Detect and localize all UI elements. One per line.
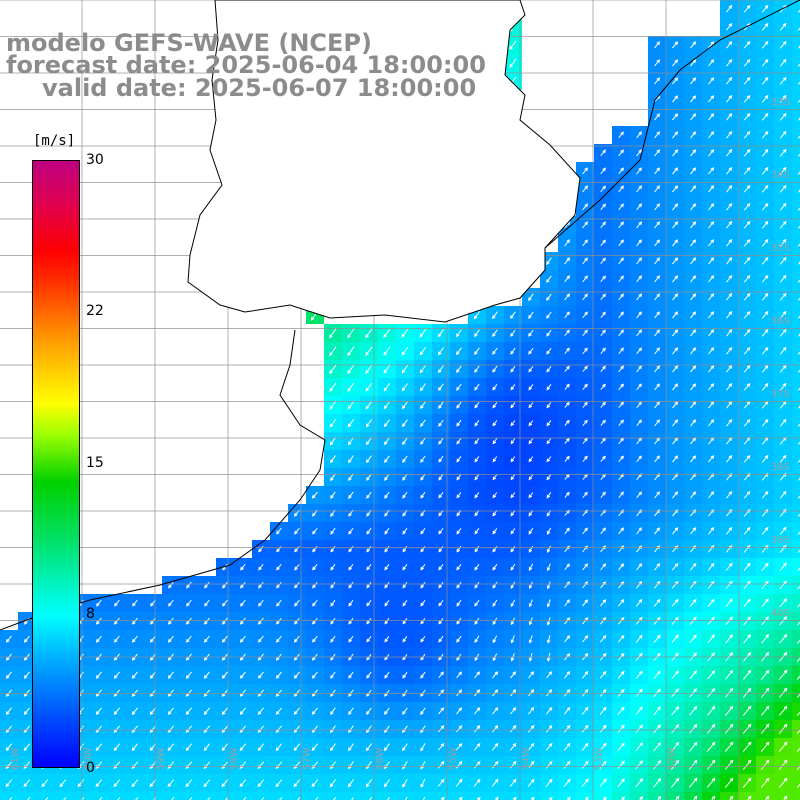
- colorbar-tick-8: 8: [86, 606, 95, 622]
- latitude-label: 36S: [771, 316, 790, 327]
- latitude-label: 35S: [771, 243, 790, 254]
- longitude-label: 53W: [594, 747, 605, 770]
- longitude-label: 56W: [375, 747, 386, 770]
- longitude-label: 52W: [667, 747, 678, 770]
- valid-date: valid date: 2025-06-07 18:00:00: [42, 74, 477, 102]
- colorbar-tick-15: 15: [86, 455, 104, 471]
- latitude-label: 34S: [771, 170, 790, 181]
- colorbar-tick-30: 30: [86, 152, 104, 168]
- latitude-label: 38S: [771, 462, 790, 473]
- colorbar-unit: [m/s]: [33, 133, 76, 149]
- colorbar: [32, 160, 80, 768]
- coastline-east: [544, 0, 800, 249]
- latitude-label: 37S: [771, 389, 790, 400]
- longitude-label: 54W: [521, 747, 532, 770]
- longitude-label: 59W: [156, 747, 167, 770]
- longitude-label: 58W: [229, 747, 240, 770]
- colorbar-tick-22: 22: [86, 303, 104, 319]
- longitude-label: 60W: [83, 747, 94, 770]
- wind-vector-field: [5, 4, 800, 800]
- coastline: [187, 0, 581, 323]
- longitude-label: 61W: [10, 747, 21, 770]
- longitude-label: 57W: [302, 747, 313, 770]
- colorbar-tick-0: 0: [86, 760, 95, 776]
- longitude-label: 55W: [448, 747, 459, 770]
- coastline-west: [0, 329, 326, 631]
- forecast-date: forecast date: 2025-06-04 18:00:00: [6, 51, 486, 79]
- latitude-labels: 33S 34S 35S 36S 37S 38S 39S 40S: [771, 97, 790, 619]
- model-title: modelo GEFS-WAVE (NCEP): [6, 29, 372, 57]
- longitude-labels: 61W 60W 59W 58W 57W 56W 55W 54W 53W 52W: [10, 747, 678, 770]
- latitude-label: 40S: [771, 608, 790, 619]
- latitude-label: 39S: [771, 535, 790, 546]
- latitude-label: 33S: [771, 97, 790, 108]
